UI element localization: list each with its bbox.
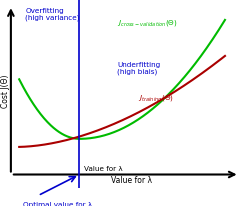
- Text: Underfitting
(high biais): Underfitting (high biais): [117, 61, 160, 75]
- Text: Optimal value for λ: Optimal value for λ: [23, 201, 93, 206]
- Text: Value for λ: Value for λ: [111, 175, 152, 184]
- Text: Overfitting
(high variance): Overfitting (high variance): [26, 8, 80, 21]
- Text: $J_{training}(\Theta)$: $J_{training}(\Theta)$: [138, 93, 174, 104]
- Text: $J_{cross-validation}(\Theta)$: $J_{cross-validation}(\Theta)$: [117, 18, 178, 27]
- Text: Cost J(Θ): Cost J(Θ): [1, 74, 10, 107]
- Text: Value for λ: Value for λ: [84, 165, 122, 171]
